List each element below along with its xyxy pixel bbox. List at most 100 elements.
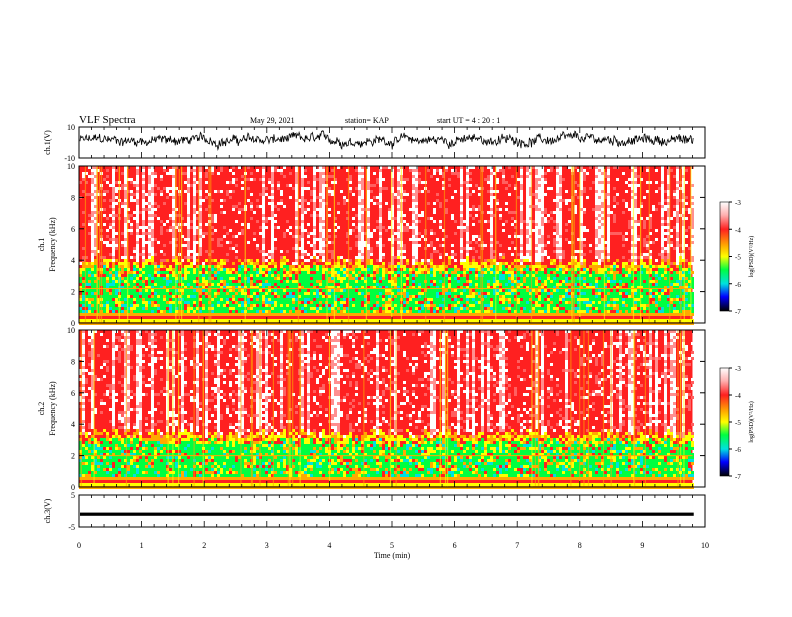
colorbar-tick-label: -7	[735, 308, 741, 316]
chart-title: VLF Spectra	[79, 114, 136, 126]
header-start-time: start UT = 4 : 20 : 1	[437, 116, 500, 125]
y-tick-label: 2	[71, 288, 75, 297]
spectrogram-streak	[329, 330, 330, 487]
spectrogram-streak	[326, 166, 327, 323]
colorbar-gradient	[720, 202, 729, 311]
spectrogram-streak	[240, 330, 241, 487]
colorbar-tick-label: -7	[735, 473, 741, 481]
spectrogram-streak	[640, 166, 641, 323]
spectrogram-streak	[390, 330, 391, 487]
spectrogram-streak	[210, 166, 211, 323]
x-tick-label: 5	[390, 541, 394, 550]
y-axis-label: ch.1(V)	[43, 130, 52, 155]
spectrogram-streak	[669, 166, 670, 323]
spectrogram-streak	[298, 166, 299, 323]
spectrogram-streak	[93, 330, 94, 487]
spectrogram-streak	[447, 330, 448, 487]
y-tick-label: 2	[71, 452, 75, 461]
colorbar-tick-label: -4	[735, 392, 741, 400]
spectrogram-streak	[334, 166, 335, 323]
y-axis-label: Frequency (kHz)	[48, 381, 57, 436]
x-tick-label: 9	[640, 541, 644, 550]
channel-label: ch.2	[37, 402, 46, 416]
spectrogram-streak	[96, 166, 97, 323]
colorbar-label: log(PSD)(V²/Hz)	[748, 236, 755, 277]
y-axis-label: ch.3(V)	[43, 498, 52, 523]
spectrogram-streak	[444, 166, 445, 323]
x-tick-label: 2	[202, 541, 206, 550]
y-tick-label: 8	[71, 357, 75, 366]
spectrogram-streak	[85, 166, 86, 323]
y-tick-label: 10	[67, 123, 75, 132]
x-tick-label: 1	[140, 541, 144, 550]
spectrogram-streak	[348, 166, 349, 323]
spectrogram-streak	[579, 166, 580, 323]
spectrogram-streak	[645, 330, 646, 487]
spectrogram-streak	[604, 166, 605, 323]
spectrogram-streak	[292, 330, 293, 487]
spectrogram-streak	[680, 330, 681, 487]
spectrogram-streak	[680, 166, 681, 323]
colorbar-tick-label: -6	[735, 446, 741, 454]
colorbar-tick-label: -5	[735, 419, 741, 427]
x-tick-label: 0	[77, 541, 81, 550]
waveform-trace	[80, 131, 693, 150]
spectrogram-streak	[482, 166, 483, 323]
spectrogram-streak	[300, 330, 301, 487]
spectrogram-streak	[516, 166, 517, 323]
spectrogram-streak	[579, 330, 580, 487]
colorbar-tick-label: -4	[735, 226, 741, 234]
spectrogram-streak	[288, 330, 289, 487]
spectrogram-streak	[572, 166, 573, 323]
spectrogram-streak	[396, 330, 397, 487]
spectrogram-streak	[289, 330, 290, 487]
spectrogram-streak	[531, 166, 532, 323]
x-axis-label: Time (min)	[374, 551, 411, 560]
x-tick-label: 8	[578, 541, 582, 550]
spectrogram-streak	[181, 166, 182, 323]
y-tick-label: 10	[67, 162, 75, 171]
spectrogram-streak	[495, 166, 496, 323]
spectrogram-streak	[126, 330, 127, 487]
y-tick-label: -5	[68, 523, 75, 532]
spectrogram-streak	[252, 330, 253, 487]
spectrogram-streak	[611, 330, 612, 487]
channel-label: ch.1	[37, 238, 46, 252]
spectrogram-streak	[677, 330, 678, 487]
colorbar-tick-label: -6	[735, 281, 741, 289]
y-tick-label: 6	[71, 389, 75, 398]
spectrogram-streak	[480, 166, 481, 323]
x-tick-label: 7	[515, 541, 519, 550]
spectrogram-streak	[588, 330, 589, 487]
spectrogram-streak	[203, 330, 204, 487]
y-tick-label: 4	[71, 420, 75, 429]
spectrogram-streak	[127, 166, 128, 323]
spectrogram-streak	[690, 166, 691, 323]
spectrogram-streak	[574, 166, 575, 323]
spectrogram-streak	[101, 166, 102, 323]
spectrogram-streak	[193, 330, 194, 487]
y-tick-label: 6	[71, 225, 75, 234]
spectrogram-streak	[366, 166, 367, 323]
spectrogram-streak	[445, 330, 446, 487]
spectrogram-streak	[683, 330, 684, 487]
spectrogram-streak	[531, 330, 532, 487]
y-axis-label: Frequency (kHz)	[48, 217, 57, 272]
y-tick-label: 10	[67, 326, 75, 335]
spectrogram-streak	[245, 166, 246, 323]
spectrogram-streak	[259, 330, 260, 487]
spectrogram-streak	[179, 166, 180, 323]
x-tick-label: 3	[265, 541, 269, 550]
header-station: station= KAP	[345, 116, 389, 125]
spectrogram-streak	[81, 330, 82, 487]
x-tick-label: 10	[701, 541, 709, 550]
spectrogram-streak	[684, 166, 685, 323]
spectrogram-streak	[391, 166, 392, 323]
